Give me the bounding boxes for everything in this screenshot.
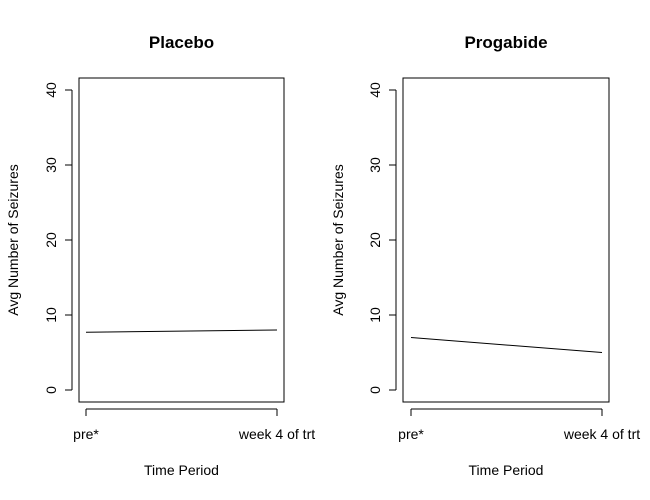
y-tick-label: 0: [43, 386, 59, 394]
plot-frame: [402, 77, 610, 403]
panel-progabide: Progabide Time Period Avg Number of Seiz…: [330, 33, 640, 478]
y-tick-label: 30: [43, 157, 59, 173]
y-tick-label: 10: [367, 307, 383, 323]
y-tick-label: 0: [367, 386, 383, 394]
panel-placebo: Placebo Time Period Avg Number of Seizur…: [5, 33, 315, 478]
panel-title: Placebo: [149, 33, 214, 52]
series-line: [410, 337, 603, 353]
x-tick-label: week 4 of trt: [238, 426, 315, 442]
y-tick-label: 10: [43, 307, 59, 323]
y-tick-label: 30: [367, 157, 383, 173]
x-tick-label: pre*: [73, 426, 99, 442]
plot-frame: [78, 77, 285, 403]
y-tick-label: 40: [43, 82, 59, 98]
x-axis-label: Time Period: [469, 462, 544, 478]
y-axis-label: Avg Number of Seizures: [330, 164, 346, 315]
panel-title: Progabide: [464, 33, 547, 52]
x-tick-label: week 4 of trt: [563, 426, 640, 442]
y-axis-label: Avg Number of Seizures: [5, 164, 21, 315]
x-axis-label: Time Period: [144, 462, 219, 478]
series-line: [85, 329, 278, 333]
x-tick-label: pre*: [398, 426, 424, 442]
y-tick-label: 20: [43, 232, 59, 248]
y-tick-label: 40: [367, 82, 383, 98]
y-tick-label: 20: [367, 232, 383, 248]
